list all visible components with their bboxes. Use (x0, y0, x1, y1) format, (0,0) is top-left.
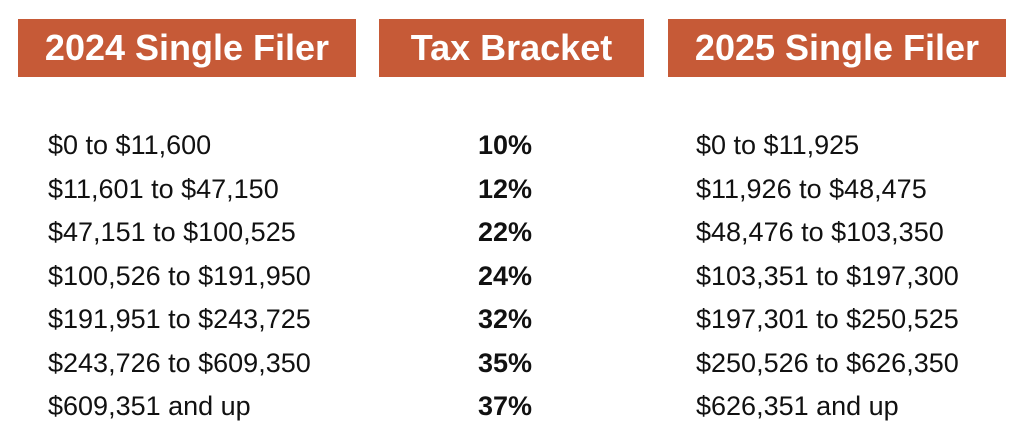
range-2024-cell: $0 to $11,600 (48, 130, 212, 160)
range-2024-cell: $243,726 to $609,350 (48, 347, 311, 378)
tax-rate-cell: 37% (478, 391, 533, 421)
range-2025-cell: $197,301 to $250,525 (696, 304, 959, 334)
column-2024-ranges: $0 to $11,600 $11,601 to $47,150 $47,151… (48, 124, 311, 429)
tax-rate-cell: 22% (478, 217, 533, 247)
range-2024-cell: $11,601 to $47,150 (48, 173, 279, 204)
tax-rate-cell: 35% (478, 347, 533, 378)
column-2025-ranges: $0 to $11,925 $11,926 to $48,475 $48,476… (696, 124, 959, 429)
range-2024-cell: $191,951 to $243,725 (48, 304, 311, 334)
range-2024-cell: $47,151 to $100,525 (48, 217, 296, 247)
column-tax-rates: 10% 12% 22% 24% 32% 35% 37% (478, 124, 532, 429)
range-2025-cell: $250,526 to $626,350 (696, 347, 959, 378)
tax-rate-cell: 32% (478, 304, 533, 334)
header-2025-single-filer: 2025 Single Filer (668, 19, 1006, 77)
header-tax-bracket: Tax Bracket (379, 19, 644, 77)
range-2025-cell: $626,351 and up (696, 391, 899, 421)
range-2024-cell: $100,526 to $191,950 (48, 260, 311, 291)
tax-rate-cell: 12% (478, 173, 533, 204)
range-2025-cell: $48,476 to $103,350 (696, 217, 944, 247)
tax-rate-cell: 10% (478, 130, 533, 160)
header-2024-single-filer: 2024 Single Filer (18, 19, 356, 77)
tax-rate-cell: 24% (478, 260, 533, 291)
range-2024-cell: $609,351 and up (48, 391, 251, 421)
range-2025-cell: $103,351 to $197,300 (696, 260, 959, 291)
range-2025-cell: $0 to $11,925 (696, 130, 860, 160)
range-2025-cell: $11,926 to $48,475 (696, 173, 927, 204)
